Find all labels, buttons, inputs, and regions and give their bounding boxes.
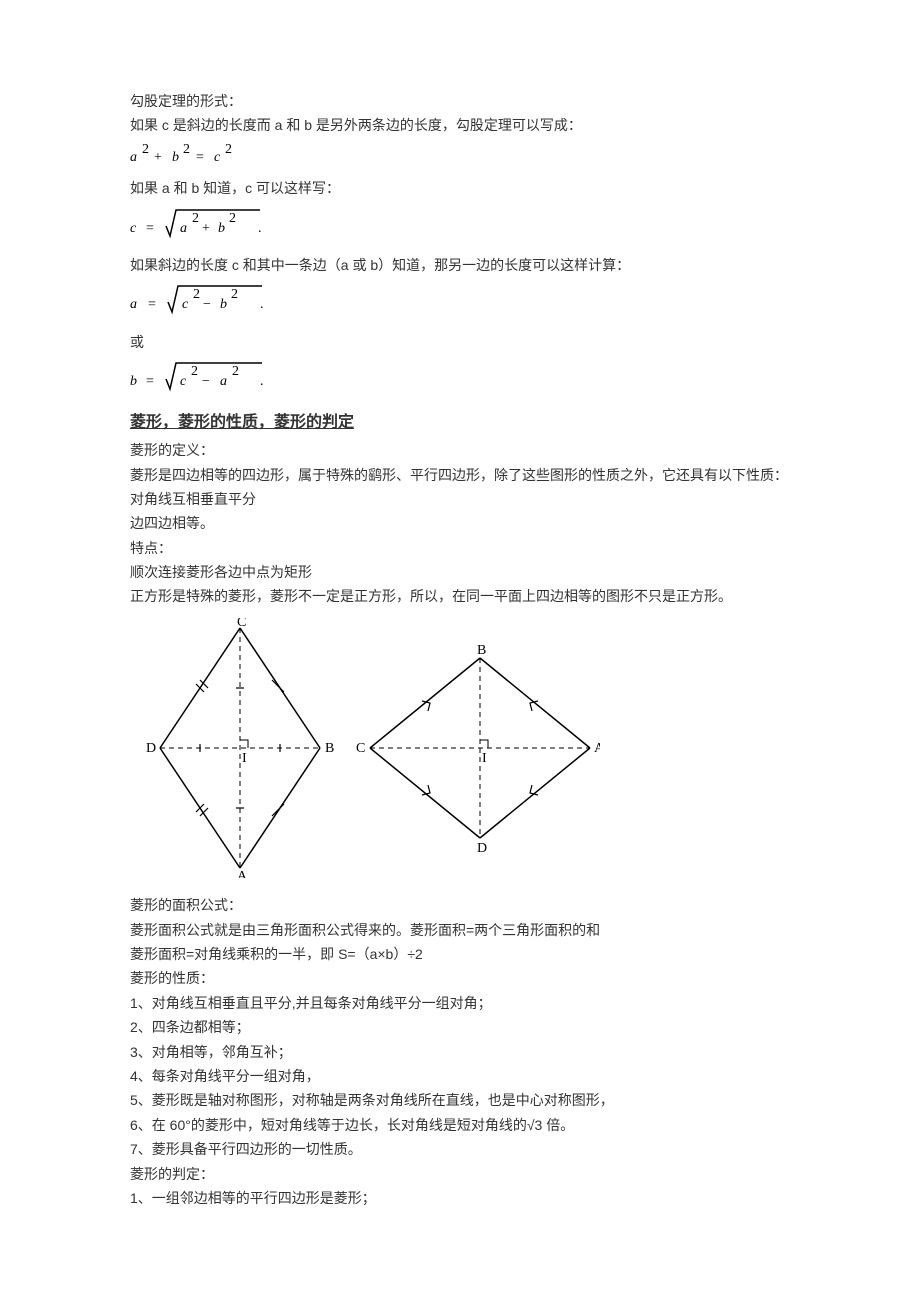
svg-text:−: − [203,297,211,312]
pythag-title: 勾股定理的形式： [130,90,790,112]
label-C: C [237,618,246,630]
feature-2: 正方形是特殊的菱形，菱形不一定是正方形，所以，在同一平面上四边相等的图形不只是正… [130,585,790,607]
svg-text:2: 2 [183,142,190,157]
svg-text:+: + [154,150,162,165]
svg-text:c: c [214,150,221,165]
prop-1: 1、对角线互相垂直且平分,并且每条对角线平分一组对角； [130,992,790,1014]
area-1: 菱形面积公式就是由三角形面积公式得来的。菱形面积=两个三角形面积的和 [130,919,790,941]
prop-label: 菱形的性质： [130,967,790,989]
svg-text:2: 2 [142,142,149,157]
rhombus-p1: 对角线互相垂直平分 [130,488,790,510]
svg-text:b: b [220,297,227,312]
svg-text:2: 2 [225,142,232,157]
label-I2: I [482,751,487,766]
judge-label: 菱形的判定： [130,1163,790,1185]
svg-text:c: c [180,374,187,389]
svg-text:=: = [146,221,154,236]
svg-text:+: + [202,221,210,236]
prop-2: 2、四条边都相等； [130,1016,790,1038]
page: 勾股定理的形式： 如果 c 是斜边的长度而 a 和 b 是另外两条边的长度，勾股… [0,0,920,1271]
svg-text:b: b [172,150,179,165]
svg-text:.: . [258,221,262,236]
rhombus-diagrams: C B A D I [130,618,790,884]
rhombus-def-label: 菱形的定义： [130,439,790,461]
svg-text:=: = [196,150,204,165]
prop-3: 3、对角相等，邻角互补； [130,1041,790,1063]
judge-1: 1、一组邻边相等的平行四边形是菱形； [130,1187,790,1209]
or-label: 或 [130,331,790,353]
svg-text:c: c [130,221,137,236]
svg-text:=: = [148,297,156,312]
label-D2: D [477,841,487,856]
svg-text:=: = [146,374,154,389]
label-A2: A [594,741,600,756]
prop-4: 4、每条对角线平分一组对角， [130,1065,790,1087]
area-2: 菱形面积=对角线乘积的一半，即 S=（a×b）÷2 [130,943,790,965]
features-label: 特点： [130,537,790,559]
rhombus-def-text: 菱形是四边相等的四边形，属于特殊的鹞形、平行四边形，除了这些图形的性质之外，它还… [130,464,790,486]
formula-c: c = a 2 + b 2 . [130,204,790,250]
pythag-intro: 如果 c 是斜边的长度而 a 和 b 是另外两条边的长度，勾股定理可以写成： [130,114,790,136]
formula-a2b2c2: a 2 + b 2 = c 2 [130,141,790,173]
feature-1: 顺次连接菱形各边中点为矩形 [130,561,790,583]
area-label: 菱形的面积公式： [130,894,790,916]
rhombus-heading: 菱形，菱形的性质，菱形的判定 [130,410,790,436]
svg-text:2: 2 [192,211,199,226]
label-I1: I [242,751,247,766]
label-D: D [146,741,156,756]
label-C2: C [356,741,365,756]
prop-7: 7、菱形具备平行四边形的一切性质。 [130,1138,790,1160]
svg-text:a: a [180,221,187,236]
svg-text:2: 2 [232,364,239,379]
svg-text:2: 2 [231,287,238,302]
label-A: A [237,869,248,878]
svg-text:b: b [130,374,137,389]
svg-text:a: a [220,374,227,389]
label-B2: B [477,643,486,658]
prop-6: 6、在 60°的菱形中，短对角线等于边长，长对角线是短对角线的√3 倍。 [130,1114,790,1136]
formula-a: a = c 2 − b 2 . [130,280,790,326]
pythag-line3: 如果 a 和 b 知道，c 可以这样写： [130,177,790,199]
svg-text:−: − [202,374,210,389]
svg-text:a: a [130,150,137,165]
rhombus-p2: 边四边相等。 [130,512,790,534]
pythag-line4: 如果斜边的长度 c 和其中一条边（a 或 b）知道，那另一边的长度可以这样计算： [130,254,790,276]
svg-text:2: 2 [193,287,200,302]
svg-text:.: . [260,297,264,312]
svg-text:a: a [130,297,137,312]
formula-b: b = c 2 − a 2 . [130,357,790,403]
label-B: B [325,741,334,756]
svg-text:2: 2 [229,211,236,226]
svg-text:b: b [218,221,225,236]
svg-text:2: 2 [191,364,198,379]
svg-text:.: . [260,374,264,389]
svg-text:c: c [182,297,189,312]
prop-5: 5、菱形既是轴对称图形，对称轴是两条对角线所在直线，也是中心对称图形， [130,1089,790,1111]
